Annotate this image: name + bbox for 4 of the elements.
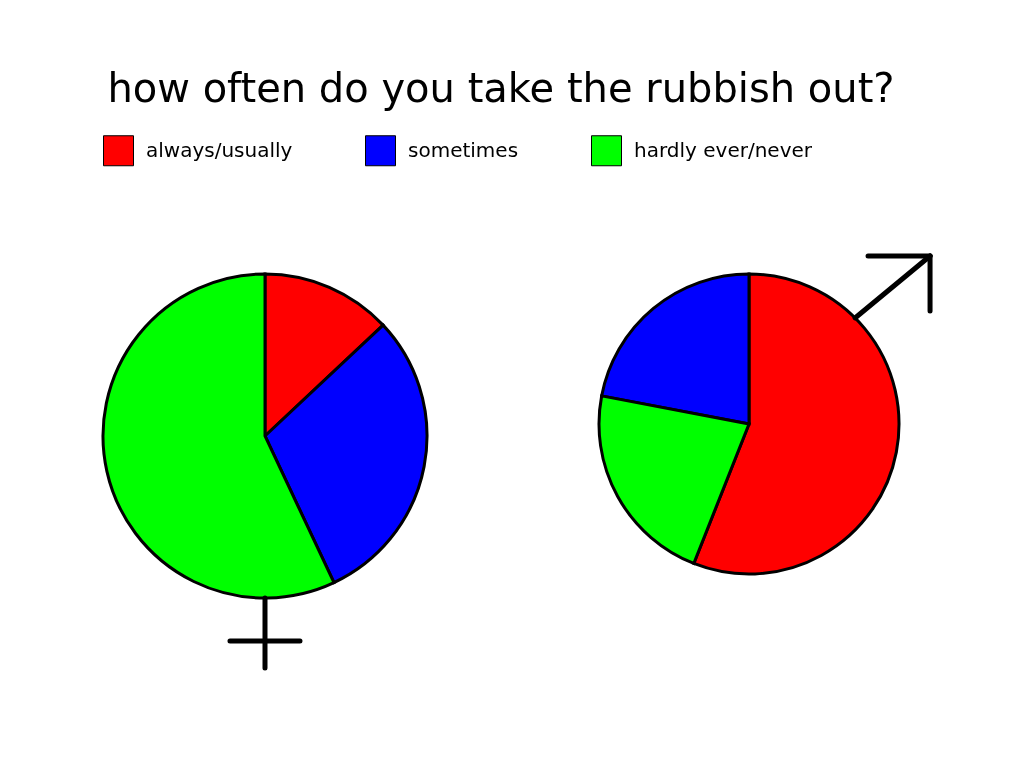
legend-label: hardly ever/never: [634, 137, 813, 162]
chart-title: how often do you take the rubbish out?: [107, 65, 895, 111]
legend-label: sometimes: [408, 137, 519, 162]
legend-label: always/usually: [146, 137, 293, 162]
